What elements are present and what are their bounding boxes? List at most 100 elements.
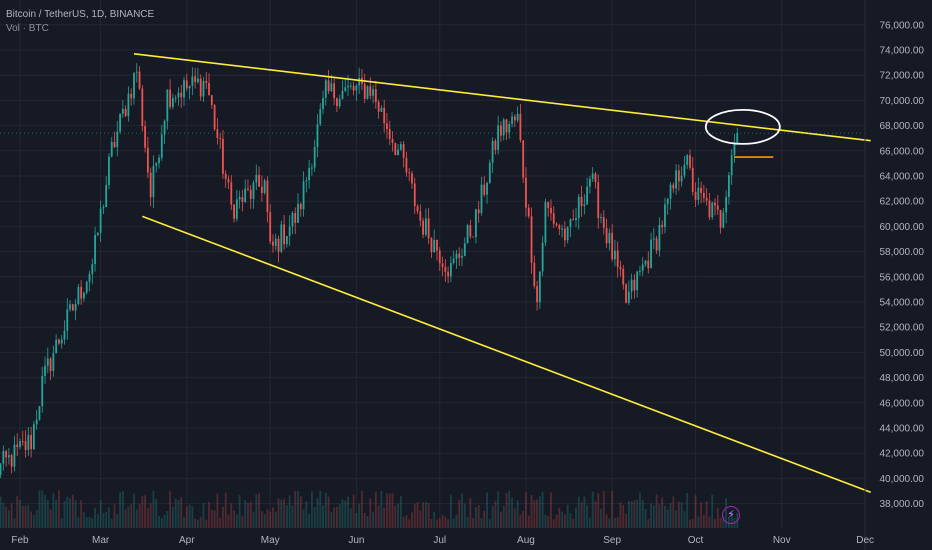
candle-body	[472, 236, 475, 238]
volume-bar	[358, 503, 361, 528]
volume-bar	[102, 513, 105, 528]
candle-body	[627, 291, 630, 303]
candle-body	[644, 260, 647, 265]
y-tick-label: 60,000.00	[880, 222, 925, 233]
candle-body	[619, 266, 622, 270]
volume-bar	[69, 498, 71, 528]
volume-bar	[586, 504, 589, 528]
candle-body	[669, 184, 672, 199]
candle-body	[305, 180, 308, 182]
trendline-drawings[interactable]	[0, 52, 871, 494]
volume-bar	[675, 510, 677, 528]
volume-bar	[185, 506, 188, 528]
candle-body	[363, 83, 366, 99]
candle-body	[672, 184, 675, 189]
candle-body	[238, 197, 241, 200]
volume-bar	[500, 511, 502, 528]
volume-bar	[686, 492, 689, 528]
volume-bar	[191, 506, 194, 528]
volume-bar	[63, 501, 66, 528]
x-tick-label: Aug	[517, 535, 535, 546]
volume-bar	[577, 496, 580, 528]
volume-bar	[252, 511, 255, 528]
time-axis[interactable]: Feb Mar Apr May Jun Jul Aug Sep Oct Nov Dec	[11, 535, 874, 546]
candle-body	[119, 113, 121, 132]
lower-trendline[interactable]	[142, 215, 871, 494]
candle-body	[58, 339, 60, 344]
candle-body	[283, 224, 285, 245]
y-tick-label: 40,000.00	[880, 474, 925, 485]
candle-body	[702, 192, 705, 198]
candle-body	[160, 134, 163, 158]
candle-body	[522, 140, 525, 178]
candle-body	[716, 205, 719, 210]
candle-body	[555, 223, 558, 226]
candle-body	[388, 129, 391, 139]
candle-body	[386, 123, 388, 130]
candle-body	[258, 174, 260, 187]
volume-bar	[197, 519, 199, 528]
candle-body	[466, 225, 469, 244]
price-axis[interactable]: 38,000.00 40,000.00 42,000.00 44,000.00 46,0…	[880, 20, 925, 510]
circle-annotation[interactable]	[704, 108, 781, 145]
volume-bar	[664, 506, 666, 528]
candle-body	[383, 107, 386, 124]
candle-body	[227, 178, 230, 183]
candle-body	[235, 199, 238, 219]
volume-bar	[658, 504, 661, 528]
volume-bar	[413, 503, 416, 528]
candle-body	[135, 71, 138, 73]
candle-body	[63, 330, 66, 340]
volume-bar	[188, 504, 191, 528]
candle-body	[589, 178, 591, 187]
candle-body	[491, 140, 494, 163]
volume-bar	[44, 495, 46, 528]
candle-body	[630, 279, 633, 292]
volume-bar	[319, 490, 322, 528]
upper-trendline[interactable]	[133, 52, 871, 142]
candle-body	[461, 255, 463, 258]
volume-bar	[308, 513, 311, 528]
candle-body	[288, 226, 291, 237]
volume-bar	[349, 508, 352, 528]
candle-body	[336, 98, 338, 107]
volume-bar	[24, 505, 27, 528]
volume-bar	[447, 519, 450, 528]
candlestick-series	[0, 63, 739, 478]
candle-body	[10, 455, 13, 467]
y-tick-label: 38,000.00	[880, 499, 925, 510]
volume-bar	[135, 509, 138, 528]
candle-body	[199, 78, 202, 97]
volume-bar	[424, 502, 427, 528]
volume-bar	[241, 515, 244, 528]
lightning-icon[interactable]: ⚡	[722, 506, 740, 524]
volume-bar	[116, 514, 119, 528]
candle-body	[213, 104, 216, 130]
volume-bar	[477, 505, 480, 528]
volume-bar	[691, 519, 694, 528]
volume-bar	[552, 519, 555, 528]
candle-body	[113, 141, 116, 148]
volume-bar	[85, 516, 88, 528]
candle-body	[394, 142, 397, 156]
volume-bar	[224, 492, 227, 528]
volume-bar	[702, 514, 705, 528]
volume-bar	[121, 491, 124, 528]
volume-bar	[589, 517, 591, 528]
candle-body	[138, 71, 141, 89]
candle-body	[30, 434, 33, 450]
volume-bar	[208, 502, 210, 528]
volume-bar	[160, 517, 163, 528]
volume-bar	[222, 506, 224, 528]
candle-body	[133, 72, 135, 99]
volume-bar	[52, 492, 55, 528]
candle-body	[255, 174, 258, 183]
volume-bar	[644, 508, 647, 528]
candle-body	[377, 101, 380, 112]
candle-body	[85, 281, 88, 293]
candle-body	[583, 204, 586, 206]
volume-bar	[438, 518, 441, 528]
volume-bar	[58, 490, 60, 528]
candle-body	[433, 239, 436, 253]
